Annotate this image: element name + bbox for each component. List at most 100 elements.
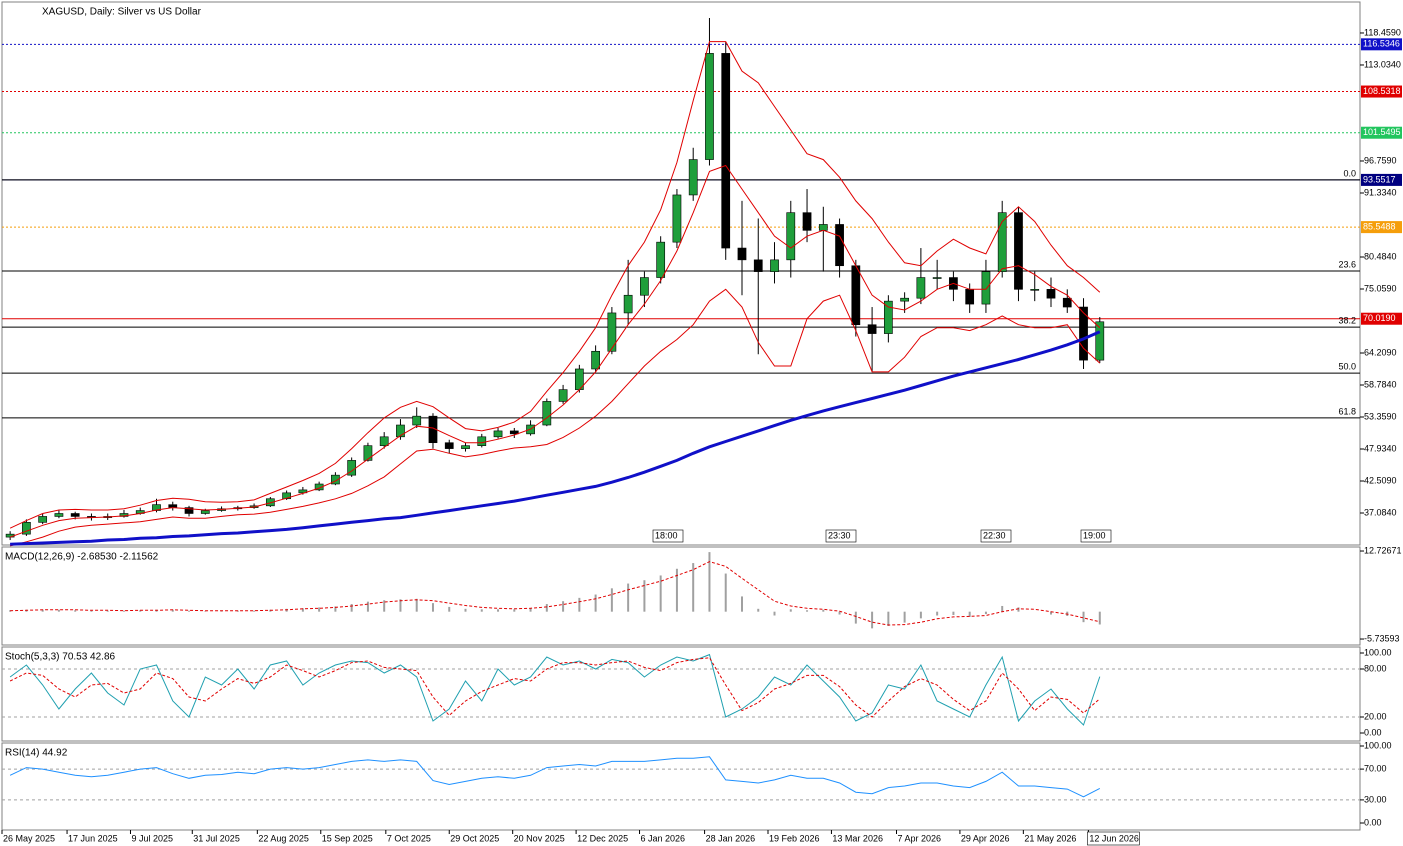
x-tick-label: 7 Apr 2026: [897, 833, 941, 843]
candle-body: [721, 53, 731, 249]
candle-body: [737, 247, 747, 261]
series-line: [9, 41, 1101, 529]
candle-body: [835, 224, 844, 267]
candle-body: [1014, 212, 1023, 290]
candle-body: [623, 294, 633, 314]
x-tick-label: 7 Oct 2025: [387, 833, 431, 843]
y-tick-label: 118.4590: [1364, 27, 1401, 37]
marker-box: [825, 529, 857, 543]
x-tick-label: 13 Mar 2026: [832, 833, 883, 843]
x-tick-label: 6 Jan 2026: [641, 833, 686, 843]
candle-body: [509, 430, 519, 435]
candle-body: [1062, 297, 1072, 308]
fib-label: 0.0: [1343, 168, 1356, 178]
candle-body: [607, 312, 617, 352]
marker-label: 19:00: [1083, 530, 1106, 540]
candle-body: [688, 159, 698, 196]
y-tick-label: 20.00: [1364, 711, 1387, 721]
panel: [1, 546, 1361, 646]
candle-body: [363, 445, 373, 461]
x-tick-label: 12 Jun 2026: [1089, 833, 1139, 843]
marker-box: [1080, 529, 1112, 543]
candle-body: [379, 436, 389, 446]
price-tag-label: 93.5517: [1363, 174, 1396, 184]
candle-body: [883, 300, 893, 334]
candle-body: [152, 504, 161, 511]
series-line: [9, 657, 1101, 718]
series-line: [10, 561, 1100, 626]
series-line: [9, 288, 1101, 547]
price-tag-label: 116.5346: [1363, 39, 1400, 49]
candle-body: [1079, 306, 1088, 361]
price-tag: [1361, 173, 1402, 186]
candle-body: [770, 259, 779, 272]
price-tag: [1361, 85, 1402, 98]
candle-body: [331, 474, 340, 485]
price-tag: [1361, 312, 1402, 325]
price-tag-label: 101.5495: [1363, 127, 1401, 137]
y-tick-label: 100.00: [1364, 647, 1392, 657]
candle-body: [705, 53, 714, 160]
panel: [1, 742, 1361, 831]
price-tag-label: 70.0190: [1363, 313, 1396, 323]
candle-body: [1095, 321, 1105, 361]
candle-body: [493, 430, 503, 438]
candle-body: [461, 445, 470, 449]
candle-body: [591, 350, 600, 370]
candle-body: [672, 194, 682, 243]
y-tick-label: 42.5090: [1364, 475, 1397, 485]
y-tick-label: 30.00: [1364, 794, 1387, 804]
candle-body: [867, 324, 877, 334]
price-tag-label: 85.5488: [1363, 221, 1396, 231]
candle-body: [558, 389, 568, 402]
fib-label: 50.0: [1338, 361, 1356, 371]
x-tick-label: 12 Dec 2025: [577, 833, 628, 843]
x-tick-label: 29 Apr 2026: [961, 833, 1010, 843]
series-line: [9, 164, 1101, 538]
candle-body: [997, 212, 1007, 272]
candle-body: [22, 522, 31, 535]
y-tick-label: -5.73593: [1364, 633, 1400, 643]
panel-title: XAGUSD, Daily: Silver vs US Dollar: [42, 7, 202, 18]
y-tick-label: 80.00: [1364, 663, 1387, 673]
candle-body: [640, 277, 649, 296]
y-tick-label: 47.9340: [1364, 443, 1397, 453]
x-tick-label: 26 May 2025: [3, 833, 55, 843]
y-tick-label: 96.7590: [1364, 155, 1397, 165]
candle-body: [786, 212, 796, 261]
candle-body: [851, 265, 861, 326]
panel: [1, 646, 1361, 742]
series-line: [9, 756, 1101, 798]
candle-body: [900, 297, 909, 302]
x-tick-label: 22 Aug 2025: [258, 833, 309, 843]
y-tick-label: 100.00: [1364, 740, 1392, 750]
series-line: [9, 653, 1101, 726]
price-tag: [1361, 221, 1402, 234]
candle-body: [932, 277, 942, 279]
x-tick-highlight: [1087, 831, 1140, 846]
candle-body: [70, 513, 80, 517]
candle-body: [965, 289, 975, 305]
candle-body: [916, 277, 926, 299]
candle-body: [396, 424, 405, 438]
price-tag: [1361, 126, 1402, 139]
fib-label: 61.8: [1338, 406, 1356, 416]
x-tick-label: 21 May 2026: [1024, 833, 1076, 843]
candle-body: [54, 513, 64, 517]
candle-body: [656, 241, 666, 278]
marker-label: 18:00: [655, 530, 678, 540]
candle-body: [753, 259, 763, 272]
candle-body: [1046, 289, 1056, 299]
candle-body: [282, 492, 291, 500]
panel: [1, 1, 1361, 546]
y-tick-label: 12.72671: [1364, 545, 1402, 555]
x-tick-label: 28 Jan 2026: [706, 833, 756, 843]
x-tick-label: 29 Oct 2025: [450, 833, 499, 843]
y-tick-label: 70.00: [1364, 763, 1387, 773]
y-tick-label: 113.0340: [1364, 59, 1401, 69]
x-tick-label: 17 Jun 2025: [68, 833, 118, 843]
candle-body: [412, 415, 422, 426]
panel-title: RSI(14) 44.92: [5, 748, 68, 759]
